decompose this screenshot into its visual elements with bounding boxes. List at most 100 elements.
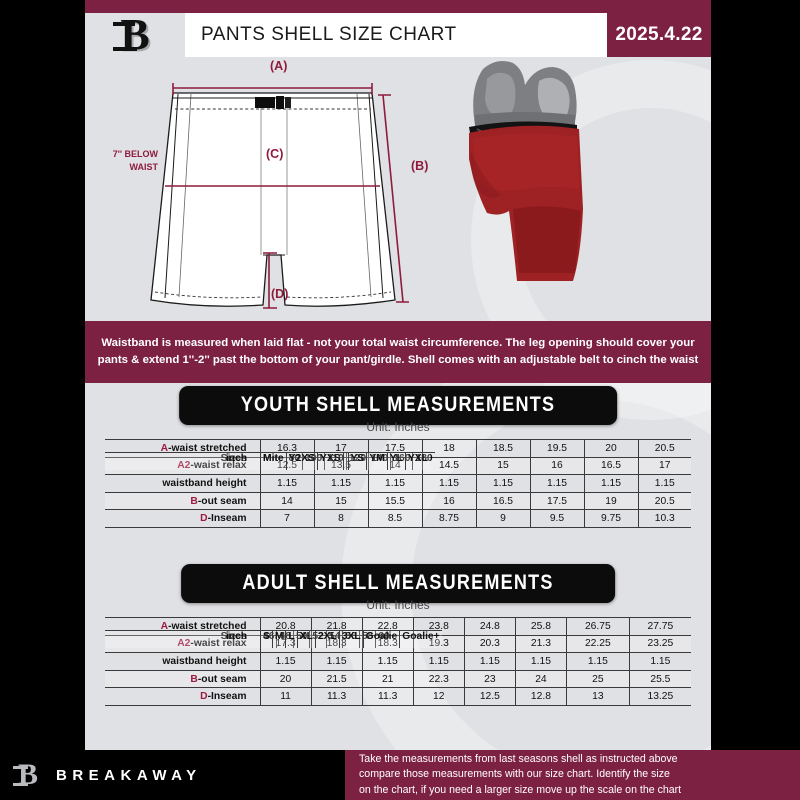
table-cell: YXS xyxy=(316,452,343,470)
table-cell: 11.3 xyxy=(361,687,414,706)
breakaway-b-monogram-icon-footer: B xyxy=(12,758,39,791)
adult-unit-label: Unit: Inches xyxy=(366,598,430,612)
table-cell: 18.5 xyxy=(475,439,530,458)
row-label: inch xyxy=(105,452,260,470)
table-cell: YXL xyxy=(404,452,430,470)
header-logo: B xyxy=(85,13,185,57)
youth-size-table: Sizes Mite 80 100 110 120 140 160 180 inch Mite Y2X… xyxy=(105,439,691,528)
page-title-box: PANTS SHELL SIZE CHART xyxy=(185,13,607,57)
table-row: inch Mite Y2XS YXS YS YM YL YXL xyxy=(105,452,711,496)
table-cell: 25.8 xyxy=(514,617,567,636)
diagram-area: (A) (B) (C) (D) 7'' BELOW WAIST xyxy=(85,57,711,317)
table-cell: 19 xyxy=(583,491,638,510)
table-row: B-out seam 14 15 15.5 16 16.5 17.5 19 20.5 xyxy=(105,491,691,510)
table-cell: S xyxy=(260,630,272,648)
youth-table-body: Sizes Mite 80 100 110 120 140 160 180 inch Mite Y2X… xyxy=(105,439,691,528)
row-marker: B xyxy=(190,495,198,507)
table-cell: 15.5 xyxy=(367,491,422,510)
footer-line-1: Take the measurements from last seasons … xyxy=(359,753,678,766)
table-cell: 23.25 xyxy=(628,634,691,653)
dimension-label-c: (C) xyxy=(266,147,284,161)
footer: B BREAKAWAY Take the measurements from l… xyxy=(0,750,800,800)
row-label: waistband height xyxy=(105,652,260,671)
table-cell: L xyxy=(285,630,297,648)
table-cell xyxy=(342,452,348,470)
table-cell: 14 xyxy=(259,491,314,510)
row-label: inch xyxy=(105,630,260,648)
dimension-label-a: (A) xyxy=(270,59,288,73)
waist-note-line-2: WAIST xyxy=(129,162,159,173)
row-label: waistband height xyxy=(105,474,260,493)
row-label: A2-waist relax xyxy=(105,634,260,653)
table-cell: 25.5 xyxy=(628,669,691,688)
row-marker: D xyxy=(200,691,208,703)
table-cell: 1.15 xyxy=(637,474,691,493)
table-cell: 14.5 xyxy=(421,456,476,475)
header: B PANTS SHELL SIZE CHART 2025.4.22 xyxy=(85,13,711,57)
table-cell: 9 xyxy=(475,509,530,528)
pant-shell-technical-drawing xyxy=(150,83,409,309)
dimension-label-b: (B) xyxy=(411,159,429,173)
table-cell: 25 xyxy=(565,669,630,688)
table-cell: 7 xyxy=(259,509,314,528)
table-cell: 18.3 xyxy=(310,634,363,653)
table-cell: 1.15 xyxy=(565,652,630,671)
table-row: D-Inseam 7 8 8.5 8.75 9 9.5 9.75 10.3 xyxy=(105,509,691,528)
table-cell: 16 xyxy=(421,491,476,510)
table-cell: 23 xyxy=(463,669,516,688)
table-row: waistband height 1.15 1.15 1.15 1.15 1.15 1.15… xyxy=(105,474,691,493)
youth-unit-label: Unit: Inches xyxy=(366,420,430,434)
table-cell: 1.15 xyxy=(583,474,638,493)
row-marker: A xyxy=(160,620,169,632)
table-cell: 8.75 xyxy=(421,509,476,528)
table-cell: 15 xyxy=(313,491,368,510)
table-cell: 12.5 xyxy=(259,456,314,475)
table-cell: 1.15 xyxy=(259,474,314,493)
table-cell: Goalie xyxy=(362,630,400,648)
table-cell: 18 xyxy=(421,439,476,458)
table-cell: 19.5 xyxy=(529,439,584,458)
table-cell: 19.3 xyxy=(412,634,465,653)
table-cell: 11.3 xyxy=(310,687,363,706)
table-row: A2-waist relax 17.3 18.3 18.3 19.3 20.3 21.3 22… xyxy=(105,634,691,653)
table-cell: 20 xyxy=(583,439,638,458)
table-cell: 16 xyxy=(529,456,584,475)
breakaway-b-monogram-icon: B xyxy=(113,10,150,59)
footer-line-2: compare those measurements with our size… xyxy=(359,768,670,781)
adult-table-body: Sizes 46 48 50 52 54 56 58 60 inch S M L XL 2XL 3XL Goal… xyxy=(105,617,691,706)
table-cell: 20 xyxy=(259,669,312,688)
adult-section-heading: ADULT SHELL MEASUREMENTS xyxy=(181,564,615,603)
table-cell: XL xyxy=(296,630,315,648)
row-marker: A2 xyxy=(177,638,191,650)
table-row: inch S M L XL 2XL 3XL Goalie Goalie+ xyxy=(105,630,711,674)
table-row: waistband height 1.15 1.15 1.15 1.15 1.15 1.15… xyxy=(105,652,691,671)
table-cell: 1.15 xyxy=(310,652,363,671)
footer-line-3: on the chart, if you need a larger size … xyxy=(359,783,682,796)
table-cell: 13.5 xyxy=(313,456,368,475)
table-cell: YS xyxy=(347,452,367,470)
table-cell: 12.5 xyxy=(463,687,516,706)
measurement-instructions-banner: Waistband is measured when laid flat - n… xyxy=(85,321,711,383)
row-label: B-out seam xyxy=(105,491,260,510)
table-cell: 20.5 xyxy=(637,439,691,458)
table-cell: 10.3 xyxy=(637,509,691,528)
page-title: PANTS SHELL SIZE CHART xyxy=(201,24,457,45)
youth-section-heading: YOUTH SHELL MEASUREMENTS xyxy=(179,386,617,425)
table-row: D-Inseam 11 11.3 11.3 12 12.5 12.8 13 13.25 xyxy=(105,687,691,706)
table-cell: Goalie+ xyxy=(399,630,442,648)
table-cell: 1.15 xyxy=(412,652,465,671)
row-marker: D xyxy=(200,513,208,525)
table-cell: Mite xyxy=(260,452,286,470)
table-cell: 8 xyxy=(313,509,368,528)
table-cell: Y2XS xyxy=(285,452,317,470)
table-cell: 1.15 xyxy=(421,474,476,493)
table-cell: 17 xyxy=(637,456,691,475)
table-cell: 13 xyxy=(565,687,630,706)
table-cell: 26.75 xyxy=(565,617,630,636)
table-cell: 1.15 xyxy=(361,652,414,671)
table-cell: 1.15 xyxy=(475,474,530,493)
adult-size-table: Sizes 46 48 50 52 54 56 58 60 inch S M L XL 2XL 3XL Goal… xyxy=(105,617,691,706)
table-cell: 1.15 xyxy=(529,474,584,493)
